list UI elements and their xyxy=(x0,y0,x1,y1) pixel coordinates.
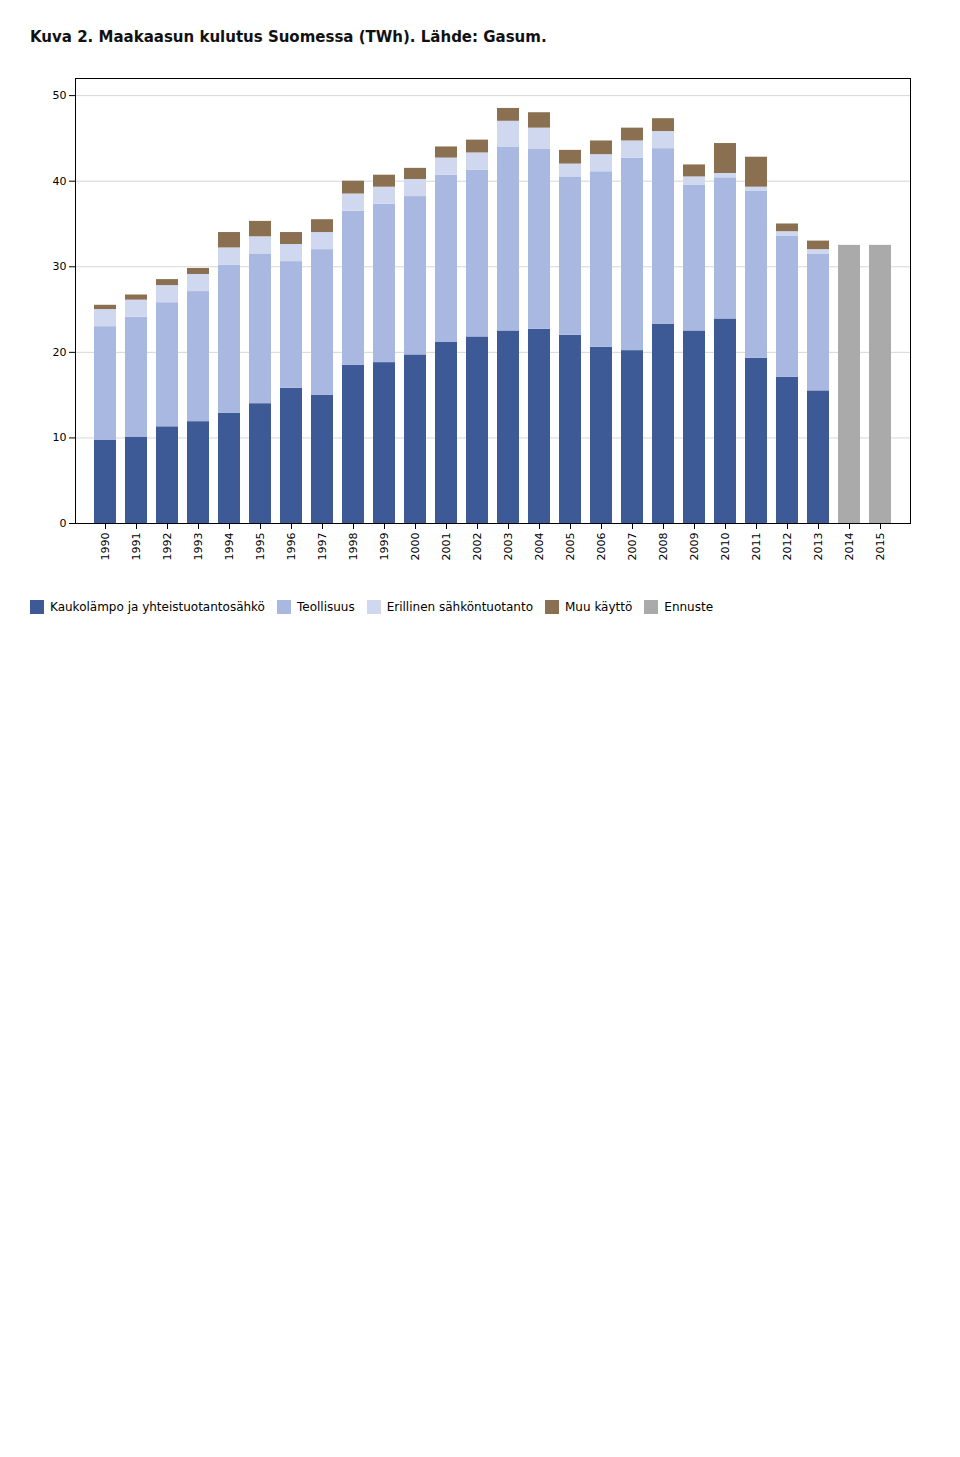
svg-text:2008: 2008 xyxy=(657,533,670,561)
svg-text:1994: 1994 xyxy=(223,533,236,561)
svg-text:2015: 2015 xyxy=(874,533,887,561)
svg-text:2011: 2011 xyxy=(750,533,763,561)
svg-text:2006: 2006 xyxy=(595,533,608,561)
svg-text:2014: 2014 xyxy=(843,533,856,561)
svg-text:20: 20 xyxy=(53,346,67,359)
svg-text:1997: 1997 xyxy=(316,533,329,561)
svg-text:2002: 2002 xyxy=(471,533,484,561)
svg-text:10: 10 xyxy=(53,431,67,444)
svg-text:2010: 2010 xyxy=(719,533,732,561)
svg-text:2007: 2007 xyxy=(626,533,639,561)
svg-text:1995: 1995 xyxy=(254,533,267,561)
svg-text:1999: 1999 xyxy=(378,533,391,561)
svg-text:1993: 1993 xyxy=(192,533,205,561)
svg-text:30: 30 xyxy=(53,260,67,273)
svg-text:40: 40 xyxy=(53,175,67,188)
svg-text:2003: 2003 xyxy=(502,533,515,561)
svg-text:1991: 1991 xyxy=(130,533,143,561)
svg-text:2012: 2012 xyxy=(781,533,794,561)
svg-text:1996: 1996 xyxy=(285,533,298,561)
svg-text:0: 0 xyxy=(60,517,67,530)
svg-text:50: 50 xyxy=(53,89,67,102)
html-text:Teollisuus: Teollisuus xyxy=(297,599,355,614)
svg-text:1990: 1990 xyxy=(99,533,112,561)
svg-text:1992: 1992 xyxy=(161,533,174,561)
svg-text:2001: 2001 xyxy=(440,533,453,561)
html-text:Kuva 2. Maakaasun kulutus Suom: Kuva 2. Maakaasun kulutus Suomessa (TWh)… xyxy=(30,28,547,46)
svg-text:2004: 2004 xyxy=(533,533,546,561)
svg-text:2000: 2000 xyxy=(409,533,422,561)
svg-text:1998: 1998 xyxy=(347,533,360,561)
svg-text:2009: 2009 xyxy=(688,533,701,561)
svg-text:2005: 2005 xyxy=(564,533,577,561)
html-text:Erillinen sähköntuotanto: Erillinen sähköntuotanto xyxy=(386,599,533,614)
svg-text:2013: 2013 xyxy=(812,533,825,561)
html-text:Kaukolämpo ja yhteistuotantosä: Kaukolämpo ja yhteistuotantosähkö xyxy=(50,599,265,614)
html-text:Muu käyttö: Muu käyttö xyxy=(565,599,633,614)
html-text:Ennuste: Ennuste xyxy=(664,599,714,614)
